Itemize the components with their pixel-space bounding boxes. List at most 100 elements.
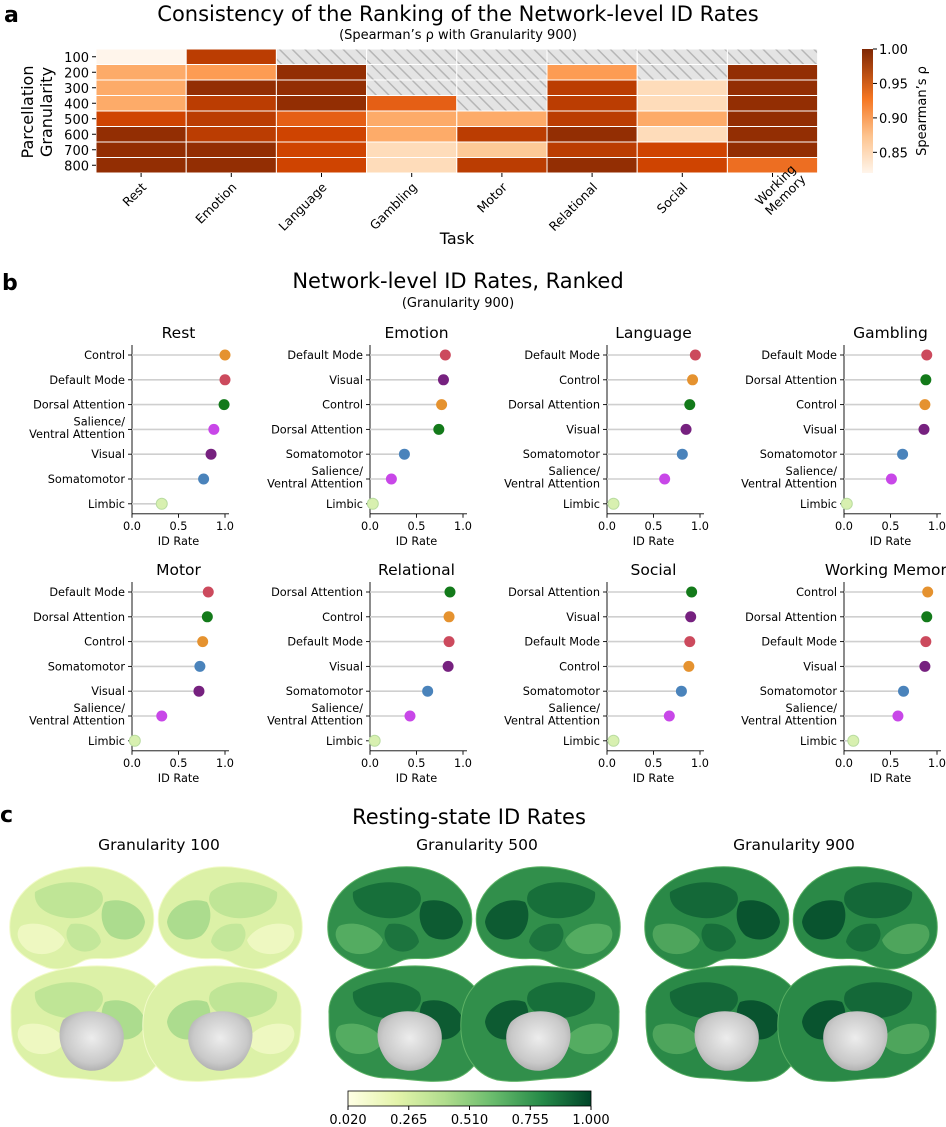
y-tick-label: Salience/Ventral Attention	[504, 702, 600, 728]
y-tick-label: Somatomotor	[286, 685, 364, 698]
heatmap-ytick-label: 300	[64, 82, 89, 97]
brain-medial-right	[460, 965, 620, 1082]
y-tick-label: Limbic	[88, 498, 125, 511]
lollipop-title: Network-level ID Rates, Ranked	[292, 269, 623, 293]
heatmap-cell-500-relational	[546, 110, 638, 127]
x-axis-label: ID Rate	[396, 535, 438, 548]
brain-lateral-left	[327, 866, 473, 970]
subplot-title: Working Memory	[825, 561, 946, 579]
y-tick-label: Dorsal Attention	[508, 586, 600, 599]
y-tick-label: Control	[84, 636, 125, 649]
lollipop-point	[919, 399, 931, 411]
heatmap-cell-400-relational	[546, 95, 638, 112]
x-axis-label: ID Rate	[870, 772, 912, 785]
brain-lateral-left	[644, 866, 790, 970]
lollipop-point	[685, 611, 697, 623]
heatmap-cell-500-motor	[456, 110, 548, 127]
lollipop-subplot-emotion: Emotion Default Mode Visual Control Dorsal A…	[267, 324, 472, 548]
y-tick-label: Default Mode	[761, 636, 837, 649]
heatmap-cell-500-social	[636, 110, 728, 127]
y-tick-label: Dorsal Attention	[271, 586, 363, 599]
heatmap-cell-600-motor	[456, 126, 548, 143]
y-tick-label: Control	[559, 374, 600, 387]
heatmap-cell-400-emotion	[185, 95, 277, 112]
heatmap-cell-700-emotion	[185, 141, 277, 158]
brain-medial-right	[777, 965, 937, 1082]
lollipop-point	[683, 660, 695, 672]
heatmap-xtick-label: Rest	[119, 179, 149, 209]
y-tick-label: Limbic	[88, 735, 125, 748]
y-tick-label: Salience/Ventral Attention	[267, 465, 363, 491]
heatmap-cell-400-working-memory	[726, 95, 819, 112]
heatmap-cell-800-language	[275, 157, 368, 174]
y-tick-label: Control	[84, 349, 125, 362]
heatmap-cell-400-gambling	[366, 95, 458, 112]
brain-view-title: Granularity 500	[416, 836, 538, 854]
lollipop-point	[921, 349, 933, 361]
lollipop-subplot-motor: Motor Default Mode Dorsal Attention Control…	[29, 561, 234, 785]
heatmap-colorbar-tick-label: 0.95	[879, 77, 908, 92]
lollipop-point	[607, 734, 620, 747]
x-tick-label: 0.0	[598, 520, 616, 533]
heatmap-cell-700-social	[636, 141, 728, 158]
heatmap-cell-700-working-memory	[726, 141, 819, 158]
x-tick-label: 0.0	[361, 757, 379, 770]
y-tick-label: Default Mode	[761, 349, 837, 362]
y-tick-label: Somatomotor	[523, 685, 601, 698]
x-axis-label: ID Rate	[158, 535, 200, 548]
heatmap-cell-100-emotion	[185, 48, 277, 65]
x-tick-label: 0.0	[123, 520, 141, 533]
heatmap-cell-700-rest	[95, 141, 187, 158]
x-tick-label: 0.0	[835, 757, 853, 770]
brain-title: Resting-state ID Rates	[352, 805, 586, 829]
heatmap-xtick-label: Relational	[546, 180, 600, 234]
heatmap-cell-100-social	[636, 48, 728, 65]
lollipop-point	[443, 611, 455, 623]
brain-colorbar-tick-label: 0.755	[512, 1113, 549, 1127]
heatmap-cell-500-language	[275, 110, 368, 127]
y-tick-label: Salience/Ventral Attention	[741, 702, 837, 728]
x-tick-label: 1.0	[691, 757, 709, 770]
heatmap-cell-300-relational	[546, 79, 638, 96]
subplot-title: Motor	[156, 561, 201, 579]
heatmap-ytick-label: 100	[64, 51, 89, 66]
heatmap-cell-600-emotion	[185, 126, 277, 143]
x-axis-label: ID Rate	[158, 772, 200, 785]
heatmap-cell-200-rest	[95, 64, 187, 81]
heatmap-xlabel: Task	[439, 229, 475, 248]
lollipop-point	[689, 349, 701, 361]
heatmap-cell-600-language	[275, 126, 368, 143]
lollipop-point	[156, 710, 168, 722]
y-tick-label: Salience/Ventral Attention	[504, 465, 600, 491]
y-tick-label: Default Mode	[287, 636, 363, 649]
heatmap-cell-400-language	[275, 95, 368, 112]
lollipop-point	[436, 399, 448, 411]
lollipop-point	[687, 374, 699, 386]
brain-colorbar-ticks: 0.020 0.265 0.510 0.755 1.000	[329, 1106, 610, 1127]
heatmap-cell-200-relational	[546, 64, 638, 81]
y-tick-label: Salience/Ventral Attention	[267, 702, 363, 728]
heatmap-colorbar-tick-label: 1.00	[879, 43, 908, 58]
heatmap-cell-600-social	[636, 126, 728, 143]
lollipop-point	[368, 734, 381, 747]
subplot-title: Emotion	[384, 324, 448, 342]
y-tick-label: Limbic	[563, 498, 600, 511]
y-tick-label: Visual	[329, 374, 363, 387]
heatmap-cell-100-gambling	[366, 48, 458, 65]
lollipop-point	[892, 710, 904, 722]
heatmap-cell-600-relational	[546, 126, 638, 143]
y-tick-label: Dorsal Attention	[508, 399, 600, 412]
heatmap-cell-100-working-memory	[726, 48, 819, 65]
brain-view-title: Granularity 100	[98, 836, 220, 854]
lollipop-subtitle: (Granularity 900)	[402, 296, 514, 311]
lollipop-point	[921, 611, 933, 623]
lollipop-subplot-working-memory: Working Memory Control Dorsal Attention Def…	[741, 561, 946, 785]
lollipop-point	[684, 636, 696, 648]
brain-medial-left	[645, 965, 805, 1082]
heatmap-cell-100-language	[275, 48, 368, 65]
lollipop-point	[218, 399, 230, 411]
y-tick-label: Default Mode	[49, 374, 125, 387]
y-tick-label: Limbic	[800, 498, 837, 511]
heatmap-cell-500-gambling	[366, 110, 458, 127]
